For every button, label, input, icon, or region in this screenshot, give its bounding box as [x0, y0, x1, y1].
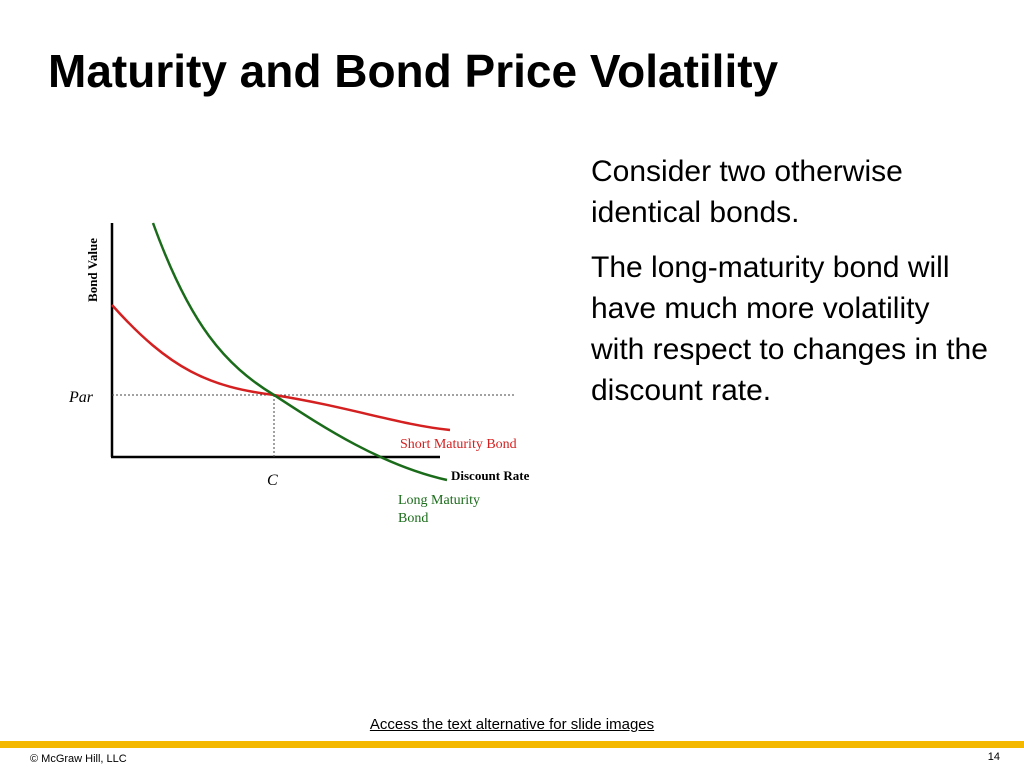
slide-body: Consider two otherwise identical bonds. …	[591, 151, 991, 425]
crossing-label: C	[267, 472, 278, 489]
paragraph-volatility: The long-maturity bond will have much mo…	[591, 251, 988, 407]
page-number: 14	[987, 751, 1000, 763]
alt-text-link-container: Access the text alternative for slide im…	[0, 715, 1024, 735]
long-curve-label-line2: Bond	[398, 511, 428, 526]
y-axis-label: Bond Value	[85, 238, 100, 302]
x-axis-label: Discount Rate	[451, 468, 530, 483]
bond-volatility-diagram: Bond Value Par C Discount Rate Short Mat…	[68, 222, 530, 526]
alt-text-link[interactable]: Access the text alternative for slide im…	[369, 716, 655, 733]
long-curve-label-line1: Long Maturity	[398, 493, 480, 508]
short-maturity-curve	[111, 304, 451, 432]
short-curve-label: Short Maturity Bond	[400, 437, 517, 452]
copyright-notice: © McGraw Hill, LLC	[30, 753, 127, 765]
par-label: Par	[68, 389, 94, 406]
paragraph-intro: Consider two otherwise identical bonds.	[591, 155, 903, 229]
footer-accent-bar	[0, 741, 1024, 748]
slide-title: Maturity and Bond Price Volatility	[48, 45, 779, 97]
long-maturity-curve	[151, 222, 448, 482]
